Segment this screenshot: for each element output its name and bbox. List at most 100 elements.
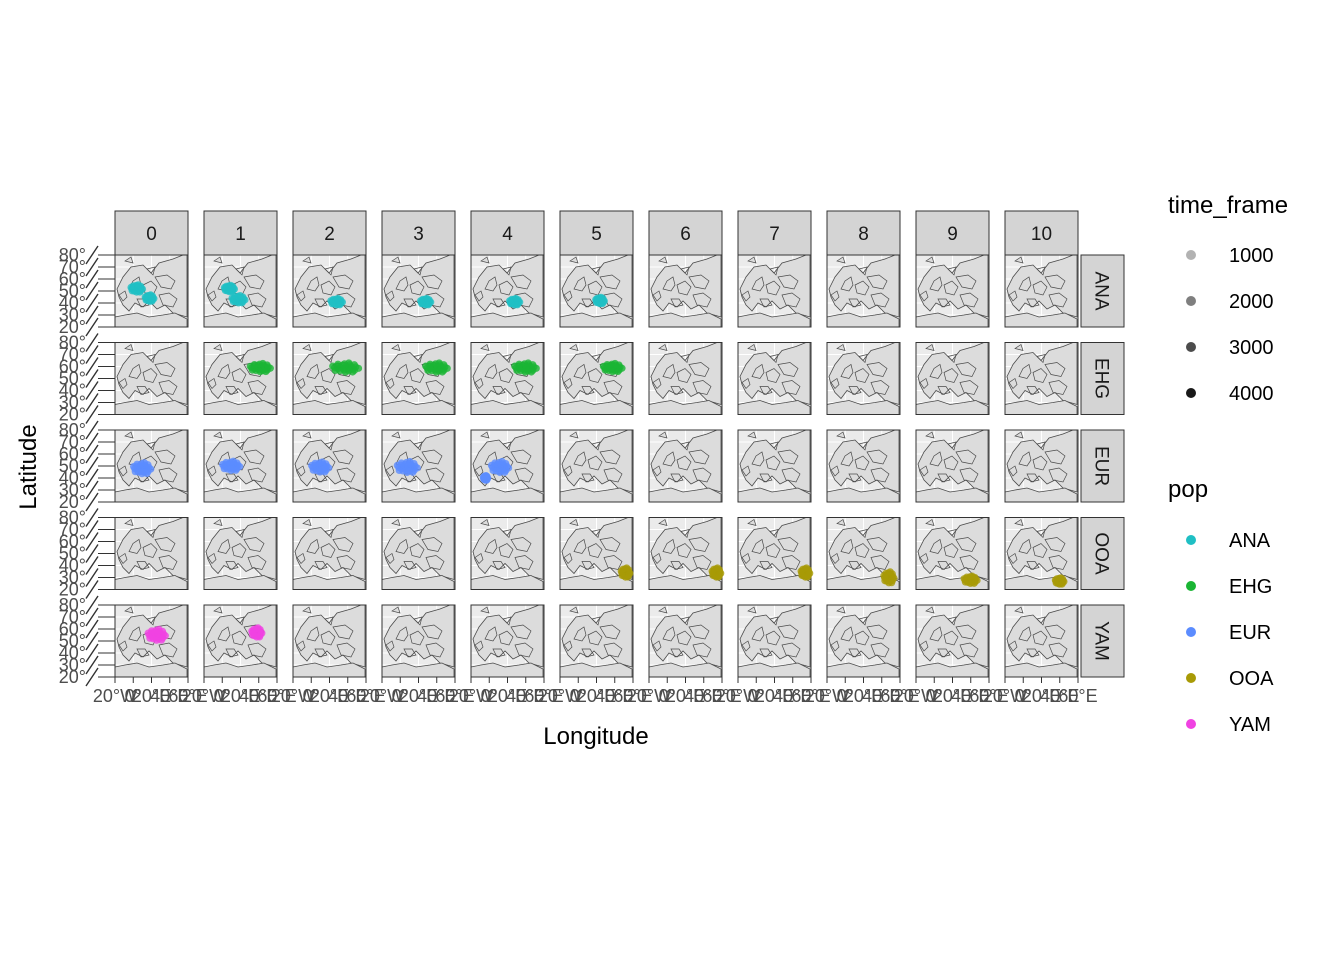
facet-panel — [826, 517, 901, 590]
y-tick — [85, 393, 99, 412]
facet-panel — [203, 517, 278, 590]
y-tick — [85, 333, 99, 352]
data-point — [262, 367, 270, 376]
column-strip-label: 5 — [591, 224, 602, 245]
data-point — [354, 364, 363, 372]
facet-panel — [559, 429, 634, 503]
point-cluster — [797, 564, 814, 581]
data-point — [140, 459, 148, 467]
facet-panel — [1004, 517, 1079, 590]
data-point — [220, 283, 229, 292]
data-point — [406, 457, 414, 466]
column-strip-label: 2 — [324, 224, 335, 245]
point-cluster — [960, 572, 981, 588]
facet-panel — [470, 254, 545, 328]
facet-panel — [648, 254, 723, 328]
y-tick-label: 80° — [59, 595, 86, 615]
x-tick-label: 20°W — [182, 686, 226, 706]
data-point — [393, 461, 401, 469]
x-tick-label: 20°E — [577, 686, 616, 706]
x-tick-label: 40°E — [150, 686, 189, 706]
y-tick-label: 30° — [59, 305, 86, 325]
facet-panel — [737, 342, 812, 415]
y-tick — [85, 619, 99, 639]
y-tick — [85, 420, 99, 440]
y-tick — [85, 317, 99, 337]
data-point — [599, 362, 608, 370]
x-tick-label: 20°E — [755, 686, 794, 706]
facet-panel — [381, 254, 456, 328]
legend-label: ANA — [1229, 530, 1271, 552]
y-tick-label: 30° — [59, 568, 86, 588]
data-point — [129, 462, 138, 471]
facet-panel — [114, 342, 189, 415]
x-tick-label: 40°E — [1040, 686, 1079, 706]
point-cluster — [144, 625, 169, 644]
facet-panel — [915, 254, 990, 328]
legend-label: 2000 — [1229, 291, 1274, 313]
data-point — [148, 297, 156, 305]
facet-panel — [826, 342, 901, 415]
facet-panel — [737, 429, 812, 503]
legends: time_frame 1000 2000 3000 4000 pop ANA EHG EUR OO… — [1168, 192, 1288, 736]
column-strip: 8 — [826, 210, 901, 256]
y-tick-label: 30° — [59, 393, 86, 413]
x-tick-label: 60°E — [346, 686, 385, 706]
x-tick-label: 40°E — [239, 686, 278, 706]
column-strip-label: 4 — [502, 224, 513, 245]
data-point — [970, 579, 978, 587]
data-point — [307, 461, 316, 470]
x-tick-label: 20°W — [538, 686, 582, 706]
y-tick — [85, 269, 99, 289]
column-strip-label: 9 — [947, 224, 958, 245]
point-cluster — [479, 472, 492, 484]
x-tick-label: 20°W — [627, 686, 671, 706]
y-tick — [85, 369, 99, 388]
legend-key — [1186, 535, 1196, 545]
data-point — [479, 473, 487, 481]
y-tick — [85, 580, 99, 599]
data-point — [608, 368, 617, 376]
x-tick-label: 0° — [392, 686, 409, 706]
legend-entry: 1000 — [1186, 245, 1274, 267]
y-tick — [85, 595, 99, 615]
data-point — [336, 301, 344, 309]
legend-entry: EUR — [1186, 622, 1271, 644]
data-point — [409, 468, 417, 476]
x-tick-label: 20°W — [360, 686, 404, 706]
data-point — [127, 283, 135, 291]
legend-key — [1186, 673, 1196, 683]
legend-entry: OOA — [1186, 668, 1274, 690]
y-tick-label: 60° — [59, 532, 86, 552]
point-cluster — [487, 457, 513, 477]
data-point — [715, 573, 723, 581]
x-tick-label: 40°E — [417, 686, 456, 706]
y-tick-label: 60° — [59, 619, 86, 639]
facet-panel — [381, 517, 456, 590]
facet-panel — [470, 517, 545, 590]
y-tick-label: 70° — [59, 257, 86, 277]
y-tick-label: 40° — [59, 381, 86, 401]
x-tick-label: 20°E — [666, 686, 705, 706]
data-point — [511, 362, 519, 370]
y-tick-label: 80° — [59, 420, 86, 440]
facet-grid — [114, 254, 1079, 678]
x-tick-label: 20°W — [894, 686, 938, 706]
y-tick-label: 80° — [59, 245, 86, 265]
y-tick — [85, 643, 99, 663]
y-tick-label: 50° — [59, 544, 86, 564]
legend-pop: pop ANA EHG EUR OOA YAM — [1168, 476, 1274, 736]
y-tick-label: 20° — [59, 317, 86, 337]
facet-panel — [737, 604, 812, 678]
x-tick-label: 20°E — [844, 686, 883, 706]
point-cluster — [329, 359, 363, 376]
column-strip: 3 — [381, 210, 456, 256]
y-tick-label: 30° — [59, 655, 86, 675]
y-tick-label: 60° — [59, 357, 86, 377]
column-strip-label: 7 — [769, 224, 780, 245]
data-point — [423, 294, 431, 303]
data-point — [229, 457, 237, 465]
data-point — [617, 567, 625, 575]
data-point — [1051, 576, 1059, 584]
data-point — [888, 579, 896, 587]
